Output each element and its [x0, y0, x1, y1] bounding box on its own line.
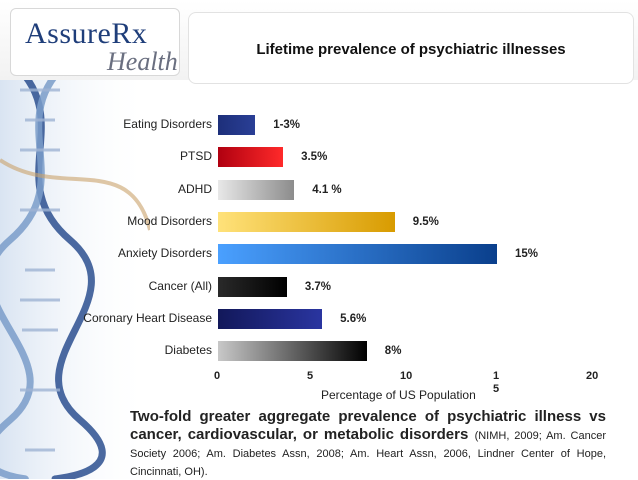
chart-title: Lifetime prevalence of psychiatric illne… — [256, 41, 566, 58]
data-label: 3.5% — [301, 151, 328, 164]
footnote-citation: (NIMH, 2009; Am. Cancer Society 2006; Am… — [130, 430, 606, 478]
category-label: Cancer (All) — [148, 278, 212, 293]
bar — [218, 276, 287, 297]
category-label: Diabetes — [164, 343, 212, 358]
bar — [218, 211, 395, 232]
x-tick-label: 10 — [400, 370, 413, 382]
x-tick-label: 5 — [307, 370, 314, 382]
logo-text-assurerx: AssureRx — [25, 17, 148, 50]
bar — [218, 179, 295, 200]
data-label: 9.5% — [412, 215, 439, 228]
bar — [218, 341, 367, 362]
x-tick-label: 0 — [214, 370, 221, 382]
category-label: Coronary Heart Disease — [83, 310, 212, 325]
category-label: Mood Disorders — [127, 213, 212, 228]
footnote-main-text: Two-fold greater aggregate prevalence of… — [130, 408, 606, 443]
x-axis-label: Percentage of US Population — [321, 388, 476, 402]
data-label: 15% — [515, 248, 539, 261]
title-box: Lifetime prevalence of psychiatric illne… — [188, 12, 634, 84]
bar — [218, 147, 284, 168]
data-label: 1-3% — [273, 119, 301, 131]
category-label: Anxiety Disorders — [117, 246, 212, 261]
data-label: 8% — [384, 345, 402, 358]
category-label: Eating Disorders — [123, 117, 212, 131]
data-label: 4.1 % — [312, 183, 342, 196]
category-label: PTSD — [179, 149, 212, 164]
category-label: ADHD — [177, 181, 212, 196]
bar — [218, 115, 256, 135]
bar — [218, 244, 497, 265]
data-label: 3.7% — [304, 280, 332, 293]
bar — [218, 308, 323, 329]
logo-text-health: Health — [107, 47, 178, 76]
data-label: 5.6% — [340, 312, 367, 325]
footnote: Two-fold greater aggregate prevalence of… — [130, 408, 606, 480]
x-tick-label: 1 5 — [493, 370, 500, 395]
logo: AssureRx Health — [10, 8, 180, 76]
x-tick-label: 20 — [586, 370, 599, 382]
